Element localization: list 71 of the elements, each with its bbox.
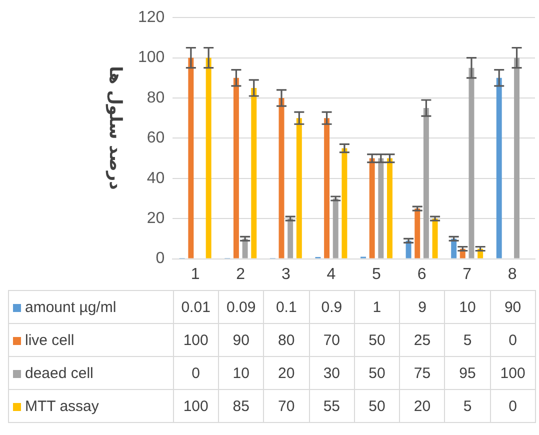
x-tick-label: 6 xyxy=(417,266,426,283)
bar xyxy=(451,238,457,258)
bar xyxy=(233,78,239,258)
bar xyxy=(378,158,384,258)
x-tick-label: 8 xyxy=(508,266,517,283)
bar xyxy=(251,88,257,258)
data-label: 100 xyxy=(173,324,218,356)
x-tick-label: 5 xyxy=(372,266,382,283)
data-label: 10 xyxy=(218,356,264,390)
y-tick-label: 100 xyxy=(138,49,165,66)
data-label: 5 xyxy=(444,324,490,356)
data-label: 0.9 xyxy=(309,290,354,324)
x-tick-label: 4 xyxy=(326,266,336,283)
data-label: 20 xyxy=(264,356,310,390)
bar xyxy=(414,208,420,258)
data-label: 50 xyxy=(354,390,400,422)
bar xyxy=(468,68,474,258)
data-label: 100 xyxy=(490,356,536,390)
bar xyxy=(342,148,348,258)
y-tick-label: 120 xyxy=(138,9,165,26)
data-label: 90 xyxy=(218,324,264,356)
data-label: 100 xyxy=(173,390,218,422)
data-label: 50 xyxy=(354,356,400,390)
data-label: 80 xyxy=(264,324,310,356)
bar xyxy=(432,218,438,258)
data-label: 1 xyxy=(354,290,400,324)
x-tick-label: 2 xyxy=(236,266,246,283)
data-label: 75 xyxy=(400,356,445,390)
y-tick-label: 0 xyxy=(156,250,165,268)
data-label: 95 xyxy=(444,356,490,390)
bar xyxy=(332,198,338,258)
bar xyxy=(514,58,520,258)
data-label: 0.09 xyxy=(218,290,264,324)
data-label: 0 xyxy=(173,356,218,390)
data-label: 50 xyxy=(354,324,400,356)
y-tick-label: 20 xyxy=(146,210,165,228)
legend-label: live cell xyxy=(8,324,174,356)
bar xyxy=(324,118,330,258)
data-label: 0 xyxy=(490,324,536,356)
x-tick-label: 7 xyxy=(462,266,472,283)
data-label: 0 xyxy=(490,390,536,422)
data-label: 70 xyxy=(264,390,310,422)
data-label: 70 xyxy=(309,324,354,356)
y-tick-label: 80 xyxy=(146,89,165,106)
data-label: 0.1 xyxy=(264,290,310,324)
bar xyxy=(369,158,375,258)
legend-label: MTT assay xyxy=(8,390,174,422)
x-tick-label: 1 xyxy=(190,266,200,283)
y-tick-label: 40 xyxy=(146,170,165,187)
data-label: 10 xyxy=(444,290,490,324)
data-label: 5 xyxy=(444,390,490,422)
y-tick-label: 60 xyxy=(146,130,165,147)
bar xyxy=(496,78,502,258)
bar xyxy=(206,58,212,258)
data-label: 25 xyxy=(400,324,445,356)
data-label: 20 xyxy=(400,390,445,422)
bar xyxy=(296,118,302,258)
legend-label: deaed cell xyxy=(8,356,174,390)
data-label: 30 xyxy=(309,356,354,390)
data-label: 9 xyxy=(400,290,445,324)
bar xyxy=(188,58,194,258)
data-label: 85 xyxy=(218,390,264,422)
bar xyxy=(387,158,392,258)
x-tick-label: 3 xyxy=(281,266,290,283)
bar xyxy=(423,108,429,258)
data-label: 0.01 xyxy=(173,290,218,324)
data-label: 55 xyxy=(309,390,354,422)
legend-label: amount µg/ml xyxy=(8,290,174,324)
y-axis-title: درصد سلول ها xyxy=(105,65,125,192)
data-label: 90 xyxy=(490,290,536,324)
bar xyxy=(288,218,294,258)
